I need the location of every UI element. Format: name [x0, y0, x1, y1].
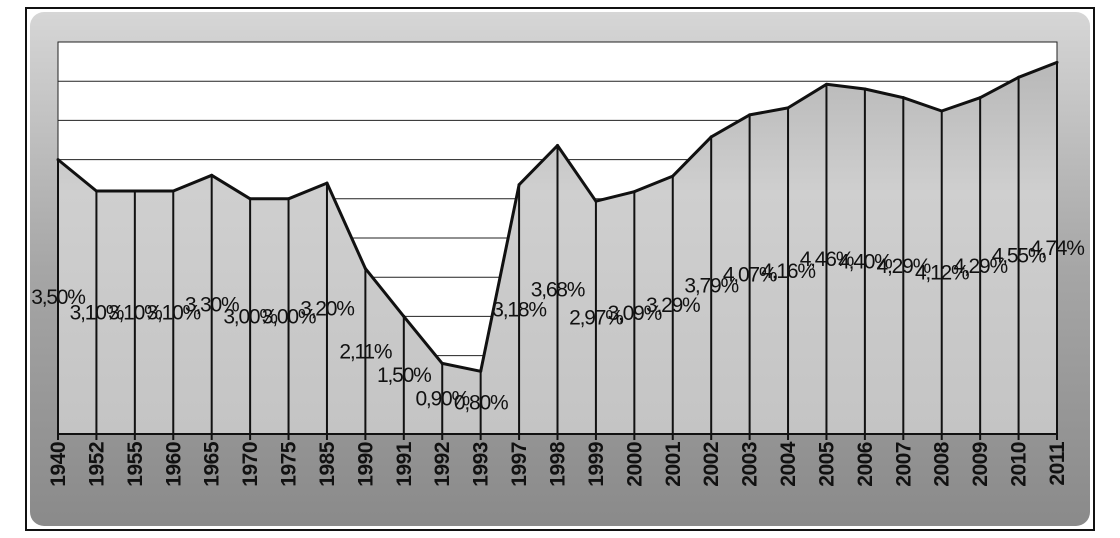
x-tick-label: 1993: [470, 442, 493, 487]
data-label: 3,18%: [492, 298, 546, 321]
x-tick-label: 2007: [892, 442, 915, 487]
x-tick-label: 2003: [739, 442, 762, 487]
x-tick-label: 1965: [201, 441, 224, 487]
data-label: 3,10%: [146, 301, 200, 324]
data-labels: 3,50%3,10%3,10%3,10%3,30%3,00%3,00%3,20%…: [31, 237, 1085, 415]
x-tick-label: 2008: [931, 441, 954, 487]
data-label: 3,68%: [531, 279, 585, 302]
x-tick-label: 1985: [316, 441, 339, 487]
data-label: 4,40%: [838, 251, 892, 274]
x-tick-label: 2010: [1008, 442, 1031, 487]
data-label: 4,07%: [723, 263, 777, 286]
x-tick-label: 1990: [354, 442, 377, 487]
x-tick-label: 1940: [47, 442, 70, 487]
data-label: 4,46%: [800, 248, 854, 271]
x-tick-label: 1997: [508, 442, 531, 487]
x-tick-label: 1998: [547, 441, 570, 487]
data-label: 3,10%: [70, 301, 124, 324]
data-label: 1,50%: [377, 364, 431, 387]
data-label: 4,12%: [915, 261, 969, 284]
data-label: 2,97%: [569, 307, 623, 330]
x-tick-label: 2005: [815, 441, 838, 487]
x-tick-label: 1992: [431, 442, 454, 487]
data-label: 4,55%: [992, 245, 1046, 268]
x-axis-ticks: 1940 1952 1955 1960 1965 1970 1975 1985 1990 1991…: [47, 434, 1069, 487]
data-label: 3,29%: [646, 294, 700, 317]
data-label: 0,90%: [415, 388, 469, 411]
x-tick-label: 1970: [239, 442, 262, 487]
data-label: 3,30%: [185, 294, 239, 317]
data-label: 4,74%: [1030, 237, 1084, 260]
data-label: 3,10%: [108, 301, 162, 324]
x-tick-label: 2006: [854, 442, 877, 487]
series-line: [57, 61, 1058, 373]
data-label: 3,00%: [223, 305, 277, 328]
x-tick-label: 2002: [700, 442, 723, 487]
x-tick-label: 2011: [1046, 441, 1069, 485]
data-label: 2,11%: [339, 340, 392, 363]
data-label: 3,79%: [684, 274, 738, 297]
x-tick-label: 1999: [585, 442, 608, 487]
data-label: 3,20%: [300, 298, 354, 321]
x-tick-label: 2009: [969, 442, 992, 487]
x-tick-label: 1975: [278, 441, 301, 487]
x-tick-label: 1955: [124, 441, 147, 487]
x-tick-label: 2004: [777, 441, 800, 487]
x-tick-label: 1952: [85, 442, 108, 487]
data-label: 4,29%: [877, 255, 931, 278]
x-tick-label: 1991: [393, 441, 416, 487]
data-label: 3,09%: [608, 302, 662, 325]
x-tick-label: 1960: [162, 442, 185, 487]
data-label: 3,50%: [31, 286, 85, 309]
x-tick-label: 2000: [623, 442, 646, 487]
x-tick-label: 2001: [662, 441, 685, 487]
data-label: 4,16%: [761, 260, 815, 283]
data-label: 4,29%: [953, 255, 1007, 278]
data-label: 0,80%: [454, 392, 508, 415]
data-label: 3,00%: [262, 305, 316, 328]
drop-lines: [56, 60, 1059, 434]
